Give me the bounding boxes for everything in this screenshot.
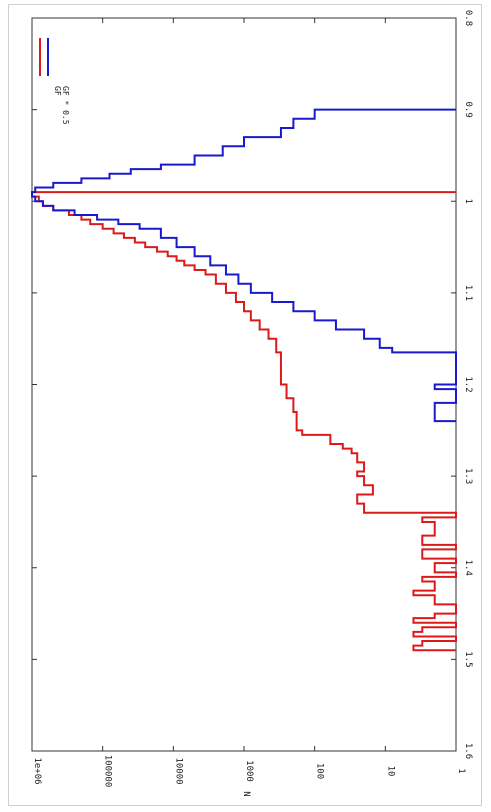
y-tick-label: 100 <box>315 763 325 779</box>
y-tick-label: 10000 <box>173 757 183 784</box>
legend-label: GF * 0.5 <box>61 86 70 125</box>
series-line-gf <box>31 191 457 652</box>
y-tick-label: 100000 <box>103 755 113 788</box>
page-frame <box>8 4 482 806</box>
y-tick-label: 1 <box>456 768 466 773</box>
plot-frame <box>31 17 457 752</box>
y-tick-label: 1000 <box>244 760 254 782</box>
x-tick-label: 1.6 <box>463 743 473 759</box>
legend-label: GF <box>53 86 62 96</box>
x-tick-label: 1.2 <box>463 376 473 392</box>
x-tick-label: 0.8 <box>463 10 473 26</box>
x-tick-label: 1.1 <box>463 285 473 301</box>
x-tick-label: 1.3 <box>463 468 473 484</box>
y-axis-label: N <box>241 791 251 796</box>
series-line-gf-half <box>31 108 457 423</box>
x-tick-label: 0.9 <box>463 101 473 117</box>
x-tick-label: 1.4 <box>463 560 473 576</box>
y-tick-label: 10 <box>385 766 395 777</box>
y-tick-label: 1e+06 <box>32 757 42 784</box>
x-tick-label: 1.5 <box>463 651 473 667</box>
x-tick-label: 1 <box>463 199 473 204</box>
